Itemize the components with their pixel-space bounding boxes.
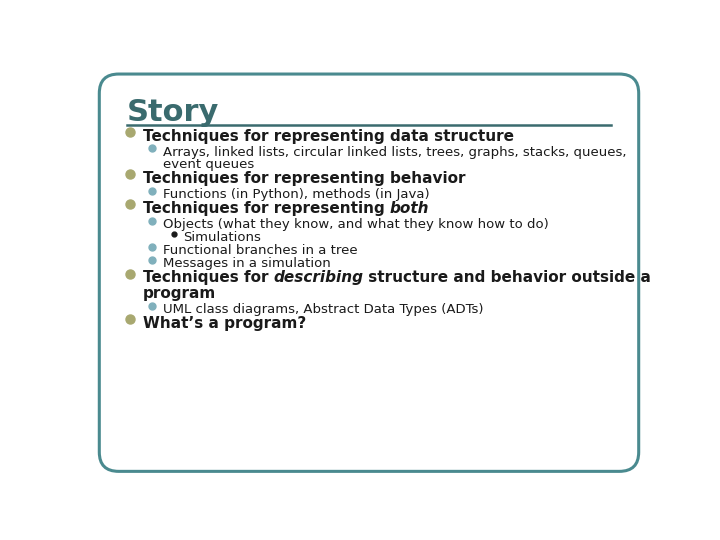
Text: both: both <box>390 201 429 216</box>
Text: Techniques for representing: Techniques for representing <box>143 201 390 216</box>
Text: event queues: event queues <box>163 158 254 171</box>
FancyBboxPatch shape <box>99 74 639 471</box>
Text: Techniques for representing behavior: Techniques for representing behavior <box>143 171 465 186</box>
Text: Messages in a simulation: Messages in a simulation <box>163 257 330 271</box>
Text: Simulations: Simulations <box>183 231 261 244</box>
Text: UML class diagrams, Abstract Data Types (ADTs): UML class diagrams, Abstract Data Types … <box>163 303 483 316</box>
Text: Functional branches in a tree: Functional branches in a tree <box>163 244 357 257</box>
Text: program: program <box>143 286 216 301</box>
Text: Arrays, linked lists, circular linked lists, trees, graphs, stacks, queues,: Arrays, linked lists, circular linked li… <box>163 146 626 159</box>
Text: Techniques for: Techniques for <box>143 271 274 285</box>
Text: describing: describing <box>274 271 364 285</box>
Text: Functions (in Python), methods (in Java): Functions (in Python), methods (in Java) <box>163 188 429 201</box>
Text: Story: Story <box>127 98 220 127</box>
Text: What’s a program?: What’s a program? <box>143 316 306 331</box>
Text: Objects (what they know, and what they know how to do): Objects (what they know, and what they k… <box>163 218 549 231</box>
Text: structure and behavior outside a: structure and behavior outside a <box>364 271 652 285</box>
Text: Techniques for representing data structure: Techniques for representing data structu… <box>143 129 513 144</box>
